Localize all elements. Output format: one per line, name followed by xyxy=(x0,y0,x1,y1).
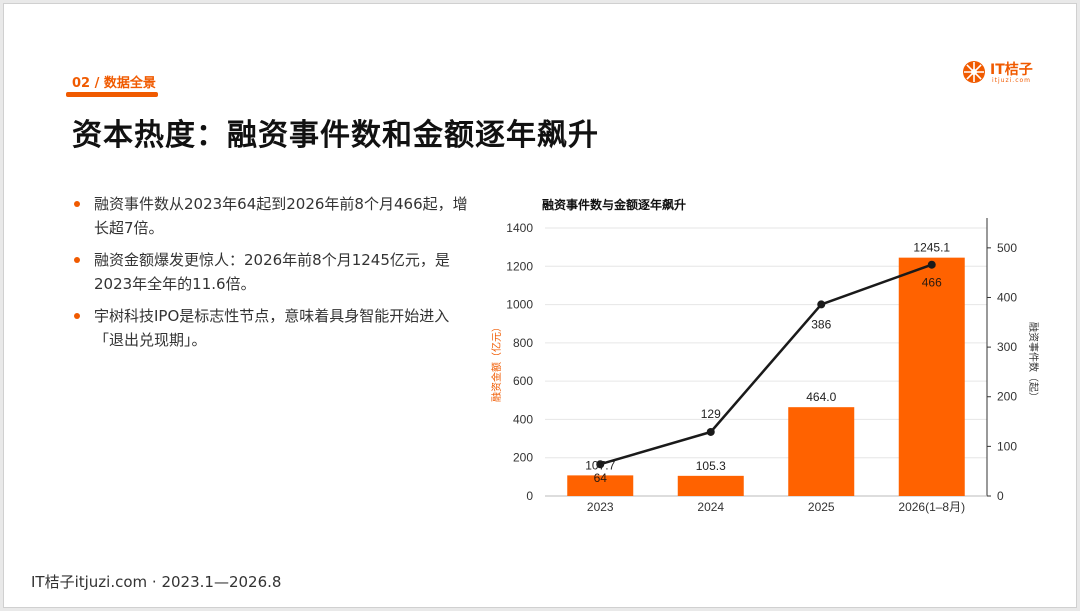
y-tick-label: 200 xyxy=(513,451,533,465)
footer-source: IT桔子itjuzi.com · 2023.1—2026.8 xyxy=(31,573,282,591)
bullet-text: 融资金额爆发更惊人：2026年前8个月1245亿元，是2023年全年的11.6倍… xyxy=(94,251,450,293)
y-tick-label: 1200 xyxy=(506,259,533,273)
line-point xyxy=(706,427,715,436)
bullet-item: 宇树科技IPO是标志性节点，意味着具身智能开始进入「退出兑现期」。 xyxy=(74,304,474,352)
bar-value-label: 107.7 xyxy=(585,458,615,472)
y-tick-label: 0 xyxy=(526,489,533,503)
y-tick-label: 1000 xyxy=(506,298,533,312)
bar xyxy=(788,407,855,496)
line-value-label: 129 xyxy=(701,407,721,421)
brand-logo: IT桔子 itjuzi.com xyxy=(962,58,1042,92)
y-tick-label: 800 xyxy=(513,336,533,350)
line-point xyxy=(817,300,826,309)
bullet-item: 融资金额爆发更惊人：2026年前8个月1245亿元，是2023年全年的11.6倍… xyxy=(74,248,474,296)
bar-value-label: 464.0 xyxy=(806,390,836,404)
line-value-label: 386 xyxy=(811,317,831,331)
bar xyxy=(898,257,965,496)
line-point xyxy=(596,460,605,469)
logo-subtext: itjuzi.com xyxy=(992,77,1032,84)
section-underline xyxy=(66,92,158,97)
y2-tick-label: 500 xyxy=(997,241,1017,255)
line-value-label: 466 xyxy=(922,276,942,290)
bullet-text: 宇树科技IPO是标志性节点，意味着具身智能开始进入「退出兑现期」。 xyxy=(94,307,450,349)
y2-tick-label: 100 xyxy=(997,439,1017,453)
bullet-list: 融资事件数从2023年64起到2026年前8个月466起，增长超7倍。 融资金额… xyxy=(74,192,474,360)
slide: 02 / 数据全景 资本热度：融资事件数和金额逐年飙升 IT桔子 itjuzi.… xyxy=(3,3,1077,608)
y-tick-label: 400 xyxy=(513,412,533,426)
bar-value-label: 1245.1 xyxy=(913,241,950,255)
orange-slice-icon xyxy=(963,61,985,83)
bar-value-label: 105.3 xyxy=(696,459,726,473)
line-series-events xyxy=(599,263,933,466)
bullet-item: 融资事件数从2023年64起到2026年前8个月466起，增长超7倍。 xyxy=(74,192,474,240)
bullet-dot-icon xyxy=(74,201,80,207)
x-tick-label: 2023 xyxy=(587,500,614,514)
bar xyxy=(677,475,744,496)
y2-tick-label: 300 xyxy=(997,340,1017,354)
y2-tick-label: 0 xyxy=(997,489,1004,503)
line-value-label: 64 xyxy=(594,471,608,485)
y-tick-label: 1400 xyxy=(506,221,533,235)
bullet-dot-icon xyxy=(74,313,80,319)
chart-title: 融资事件数与金额逐年飙升 xyxy=(542,198,687,212)
section-label: 02 / 数据全景 xyxy=(72,76,156,91)
x-tick-label: 2025 xyxy=(808,500,835,514)
bar xyxy=(567,475,634,496)
y2-axis-label: 融资事件数（起） xyxy=(1027,322,1040,402)
x-tick-label: 2024 xyxy=(697,500,724,514)
line-point xyxy=(927,260,936,269)
y-tick-label: 600 xyxy=(513,374,533,388)
y-axis-label: 融资金额（亿元） xyxy=(490,322,503,402)
y2-tick-label: 400 xyxy=(997,290,1017,304)
bullet-dot-icon xyxy=(74,257,80,263)
page-title: 资本热度：融资事件数和金额逐年飙升 xyxy=(72,118,599,153)
x-tick-label: 2026(1–8月) xyxy=(898,500,965,514)
bullet-text: 融资事件数从2023年64起到2026年前8个月466起，增长超7倍。 xyxy=(94,195,468,237)
y2-tick-label: 200 xyxy=(997,390,1017,404)
logo-text: IT桔子 xyxy=(990,62,1033,78)
